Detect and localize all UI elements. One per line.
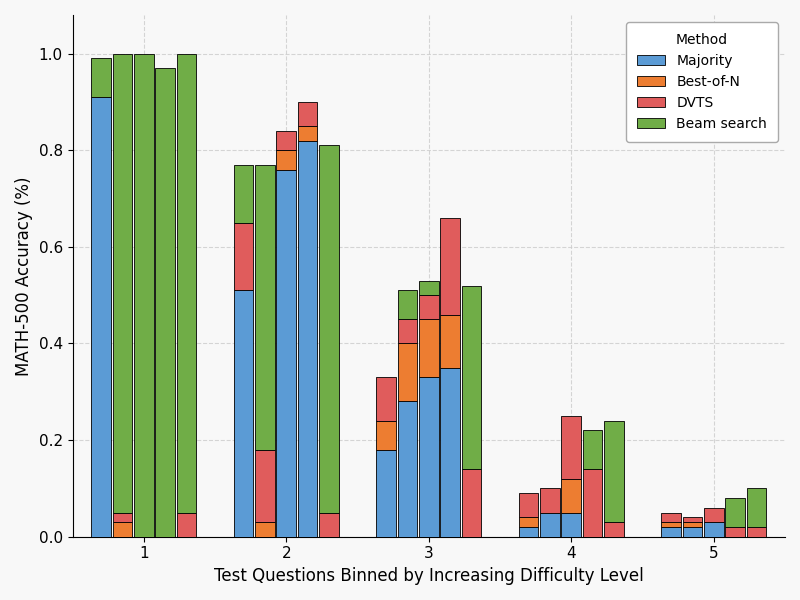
Bar	[682, 517, 702, 522]
Bar	[682, 527, 702, 537]
Bar	[583, 430, 602, 469]
Bar	[113, 522, 132, 537]
Bar	[376, 450, 396, 537]
Bar	[419, 281, 438, 295]
Bar	[604, 522, 624, 537]
Bar	[540, 488, 560, 512]
Y-axis label: MATH-500 Accuracy (%): MATH-500 Accuracy (%)	[15, 176, 33, 376]
Bar	[746, 488, 766, 527]
Bar	[661, 527, 681, 537]
Bar	[255, 450, 274, 522]
Bar	[562, 416, 581, 479]
Bar	[440, 218, 460, 314]
Bar	[255, 165, 274, 450]
Bar	[419, 377, 438, 537]
Bar	[726, 527, 745, 537]
Bar	[298, 126, 318, 140]
Bar	[113, 512, 132, 522]
Bar	[155, 68, 175, 537]
Bar	[298, 140, 318, 537]
Bar	[726, 498, 745, 527]
Bar	[134, 53, 154, 537]
Bar	[398, 290, 418, 319]
Bar	[661, 512, 681, 522]
Bar	[234, 290, 254, 537]
Bar	[518, 527, 538, 537]
Bar	[604, 421, 624, 522]
Bar	[661, 522, 681, 527]
Bar	[234, 223, 254, 290]
Bar	[419, 319, 438, 377]
Bar	[518, 517, 538, 527]
Legend: Majority, Best-of-N, DVTS, Beam search: Majority, Best-of-N, DVTS, Beam search	[626, 22, 778, 142]
Bar	[91, 58, 111, 97]
Bar	[177, 53, 196, 512]
Bar	[277, 170, 296, 537]
Bar	[704, 522, 723, 537]
Bar	[277, 150, 296, 170]
Bar	[177, 512, 196, 537]
Bar	[319, 145, 339, 512]
Bar	[298, 102, 318, 126]
Bar	[540, 512, 560, 537]
X-axis label: Test Questions Binned by Increasing Difficulty Level: Test Questions Binned by Increasing Diff…	[214, 567, 644, 585]
Bar	[462, 286, 482, 469]
Bar	[440, 368, 460, 537]
Bar	[277, 131, 296, 150]
Bar	[398, 343, 418, 401]
Bar	[255, 522, 274, 537]
Bar	[376, 377, 396, 421]
Bar	[462, 469, 482, 537]
Bar	[682, 522, 702, 527]
Bar	[376, 421, 396, 450]
Bar	[746, 527, 766, 537]
Bar	[562, 479, 581, 512]
Bar	[398, 401, 418, 537]
Bar	[91, 97, 111, 537]
Bar	[562, 512, 581, 537]
Bar	[704, 508, 723, 522]
Bar	[234, 165, 254, 223]
Bar	[419, 295, 438, 319]
Bar	[113, 53, 132, 512]
Bar	[583, 469, 602, 537]
Bar	[518, 493, 538, 517]
Bar	[440, 314, 460, 368]
Bar	[319, 512, 339, 537]
Bar	[398, 319, 418, 343]
